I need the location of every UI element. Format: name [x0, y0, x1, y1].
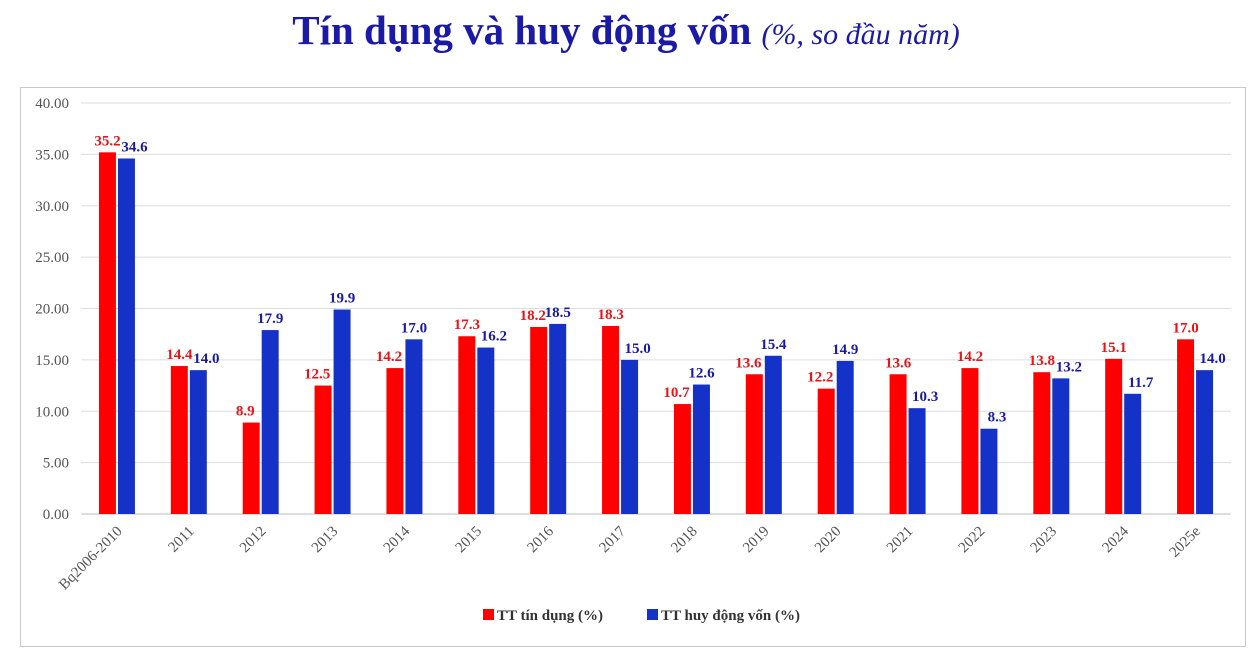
bar-tin-dung — [1105, 358, 1123, 514]
bar-huy-dong-von — [980, 428, 998, 514]
data-label: 10.3 — [912, 389, 938, 405]
bar-tin-dung — [1177, 339, 1195, 514]
data-label: 13.8 — [1029, 353, 1055, 369]
legend-label: TT huy động vốn (%) — [661, 608, 800, 624]
bar-tin-dung — [889, 374, 907, 514]
x-tick-label: 2023 — [1028, 524, 1061, 557]
bar-tin-dung — [170, 366, 188, 514]
y-tick-label: 30.00 — [35, 199, 69, 215]
bar-tin-dung — [530, 326, 548, 514]
data-label: 15.1 — [1101, 340, 1127, 356]
x-tick-label: 2015 — [453, 524, 486, 557]
data-label: 18.3 — [597, 307, 623, 323]
bar-huy-dong-von — [764, 355, 782, 514]
data-label: 8.3 — [988, 410, 1007, 426]
data-label: 15.4 — [760, 337, 787, 353]
data-label: 17.0 — [1172, 320, 1198, 336]
data-label: 34.6 — [121, 139, 148, 155]
data-label: 14.9 — [832, 342, 858, 358]
data-label: 14.0 — [1199, 351, 1225, 367]
bar-tin-dung — [98, 152, 116, 514]
bar-chart: 0.00 5.00 10.00 15.00 20.00 25.00 30.00 35.00 40… — [35, 96, 1231, 624]
data-label: 16.2 — [481, 329, 507, 345]
bar-tin-dung — [386, 368, 404, 514]
bar-huy-dong-von — [621, 359, 639, 514]
data-label: 14.4 — [166, 347, 193, 363]
bar-tin-dung — [817, 388, 835, 514]
data-label: 13.6 — [735, 355, 762, 371]
data-label: 12.6 — [688, 366, 715, 382]
bar-huy-dong-von — [1196, 370, 1214, 514]
data-label: 8.9 — [236, 404, 255, 420]
bar-tin-dung — [458, 336, 476, 514]
data-label: 18.5 — [545, 305, 571, 321]
bar-huy-dong-von — [1124, 393, 1142, 514]
x-tick-label: 2012 — [237, 524, 270, 557]
bar-huy-dong-von — [333, 309, 351, 514]
data-label: 14.0 — [193, 351, 219, 367]
x-tick-label: 2019 — [740, 524, 773, 557]
data-label: 17.3 — [454, 317, 480, 333]
x-tick-label: 2024 — [1099, 523, 1132, 556]
y-tick-label: 40.00 — [35, 96, 69, 112]
data-label: 12.5 — [304, 367, 330, 383]
bar-tin-dung — [602, 325, 620, 514]
x-tick-label: 2014 — [381, 523, 414, 556]
bar-tin-dung — [745, 374, 763, 514]
bar-huy-dong-von — [405, 339, 423, 514]
bar-huy-dong-von — [549, 323, 567, 514]
bar-huy-dong-von — [477, 347, 495, 514]
chart-title: Tín dụng và huy động vốn — [292, 7, 752, 53]
data-label: 15.0 — [624, 341, 650, 357]
data-label: 19.9 — [329, 291, 355, 307]
x-tick-label: 2018 — [668, 524, 701, 557]
x-tick-label: 2011 — [166, 524, 198, 556]
x-tick-label: 2013 — [309, 524, 342, 557]
data-label: 14.2 — [376, 349, 402, 365]
x-tick-label: 2016 — [524, 523, 557, 556]
bar-huy-dong-von — [836, 360, 854, 514]
legend-swatch — [483, 609, 494, 620]
y-tick-label: 15.00 — [35, 353, 69, 369]
bar-huy-dong-von — [692, 384, 710, 514]
data-label: 13.2 — [1056, 359, 1082, 375]
chart-subtitle: (%, so đầu năm) — [761, 18, 960, 51]
y-tick-label: 35.00 — [35, 147, 69, 163]
bar-huy-dong-von — [189, 370, 207, 514]
x-tick-label: 2017 — [596, 523, 629, 556]
bar-tin-dung — [1033, 372, 1051, 514]
data-label: 11.7 — [1128, 375, 1154, 391]
x-tick-label: 2020 — [812, 524, 845, 557]
y-tick-label: 5.00 — [43, 456, 69, 472]
bar-tin-dung — [242, 422, 260, 514]
x-tick-label: 2022 — [956, 524, 989, 557]
bar-tin-dung — [961, 368, 979, 514]
bar-huy-dong-von — [261, 330, 279, 514]
y-tick-label: 0.00 — [43, 507, 69, 523]
data-label: 17.0 — [401, 320, 427, 336]
x-tick-label: 2025e — [1167, 523, 1204, 560]
chart-area: 0.00 5.00 10.00 15.00 20.00 25.00 30.00 35.00 40… — [20, 87, 1246, 647]
x-tick-label: 2021 — [884, 524, 917, 557]
y-tick-label: 25.00 — [35, 250, 69, 266]
bar-tin-dung — [314, 385, 332, 514]
data-label: 35.2 — [94, 133, 120, 149]
data-label: 14.2 — [957, 349, 983, 365]
y-tick-label: 20.00 — [35, 302, 69, 318]
x-tick-label: Bq2006-2010 — [56, 524, 126, 594]
y-tick-label: 10.00 — [35, 404, 69, 420]
data-label: 13.6 — [885, 355, 912, 371]
data-label: 12.2 — [807, 370, 833, 386]
legend-swatch — [647, 609, 658, 620]
bar-tin-dung — [673, 404, 691, 514]
chart-title-row: Tín dụng và huy động vốn (%, so đầu năm) — [0, 6, 1252, 54]
data-label: 10.7 — [663, 385, 690, 401]
bar-huy-dong-von — [117, 158, 135, 515]
bar-huy-dong-von — [1052, 378, 1070, 514]
legend-label: TT tín dụng (%) — [497, 608, 603, 624]
data-label: 18.2 — [520, 308, 546, 324]
bar-huy-dong-von — [908, 408, 926, 514]
data-label: 17.9 — [257, 311, 283, 327]
